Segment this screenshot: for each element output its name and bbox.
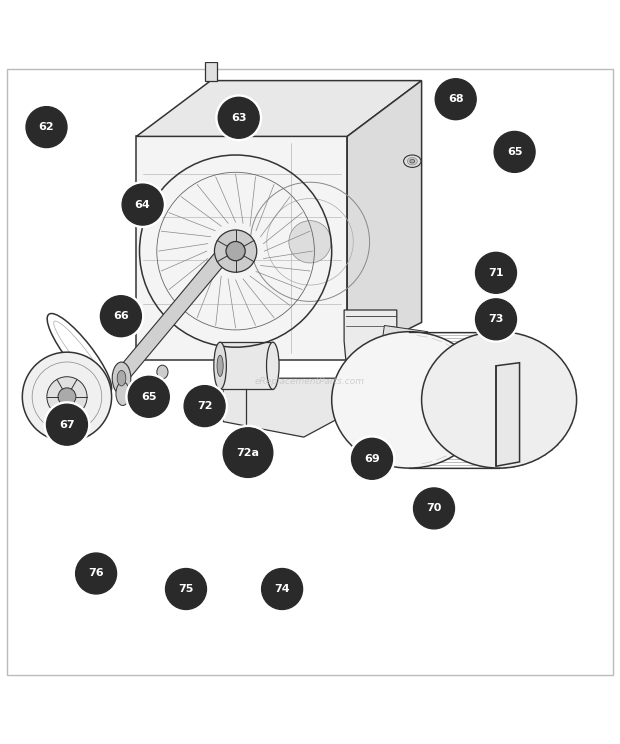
Text: 72: 72 (197, 401, 212, 411)
Text: 71: 71 (489, 268, 503, 278)
Text: 64: 64 (135, 199, 151, 210)
Circle shape (472, 295, 520, 343)
Text: eReplacementParts.com: eReplacementParts.com (255, 376, 365, 386)
Circle shape (259, 565, 306, 612)
Circle shape (162, 565, 210, 612)
Polygon shape (205, 62, 217, 80)
Circle shape (125, 373, 172, 420)
Polygon shape (381, 326, 428, 350)
Text: 69: 69 (364, 454, 380, 464)
Circle shape (220, 425, 276, 481)
Circle shape (100, 296, 141, 336)
Circle shape (215, 94, 262, 141)
Text: 75: 75 (179, 584, 193, 594)
Circle shape (432, 76, 479, 123)
Text: 67: 67 (59, 420, 75, 430)
Circle shape (435, 79, 476, 120)
Text: 62: 62 (38, 122, 55, 132)
Text: 74: 74 (274, 584, 290, 594)
Text: 65: 65 (141, 392, 156, 402)
Circle shape (414, 488, 454, 529)
Circle shape (76, 553, 117, 594)
Ellipse shape (112, 362, 131, 394)
Polygon shape (347, 80, 422, 359)
Circle shape (73, 550, 120, 597)
Circle shape (410, 485, 458, 532)
Circle shape (289, 221, 331, 263)
Polygon shape (136, 136, 347, 359)
Ellipse shape (157, 365, 168, 379)
Circle shape (43, 401, 91, 448)
Circle shape (472, 249, 520, 296)
Circle shape (47, 376, 87, 417)
Ellipse shape (404, 155, 421, 167)
Circle shape (166, 568, 206, 609)
Text: 72a: 72a (236, 448, 260, 458)
Ellipse shape (217, 355, 223, 376)
Circle shape (23, 103, 70, 150)
Circle shape (262, 568, 303, 609)
Circle shape (476, 252, 516, 293)
Circle shape (352, 438, 392, 479)
Text: 76: 76 (88, 568, 104, 579)
Circle shape (58, 388, 76, 405)
Circle shape (348, 435, 396, 482)
Circle shape (184, 385, 225, 426)
Circle shape (494, 132, 535, 173)
Text: 70: 70 (427, 504, 441, 513)
Polygon shape (115, 246, 232, 382)
Circle shape (215, 230, 257, 272)
Circle shape (128, 376, 169, 417)
Ellipse shape (214, 342, 226, 389)
Circle shape (218, 97, 259, 138)
Text: 65: 65 (507, 147, 522, 157)
Polygon shape (223, 378, 344, 437)
Circle shape (97, 292, 144, 340)
Ellipse shape (410, 159, 415, 163)
Circle shape (26, 106, 67, 147)
Ellipse shape (422, 332, 577, 468)
Circle shape (22, 352, 112, 441)
Circle shape (226, 242, 246, 260)
Circle shape (46, 404, 87, 445)
Text: 68: 68 (448, 94, 464, 104)
Text: 73: 73 (489, 314, 503, 324)
Polygon shape (344, 310, 397, 415)
Ellipse shape (117, 371, 126, 386)
Ellipse shape (267, 342, 279, 389)
Circle shape (476, 299, 516, 340)
Circle shape (119, 181, 166, 228)
Ellipse shape (332, 332, 487, 468)
Circle shape (223, 428, 273, 478)
Circle shape (122, 184, 163, 225)
Ellipse shape (116, 382, 130, 405)
Circle shape (181, 382, 228, 430)
Polygon shape (136, 80, 422, 136)
Ellipse shape (407, 158, 417, 165)
Polygon shape (496, 362, 520, 466)
Text: 63: 63 (231, 113, 247, 123)
Text: 66: 66 (113, 311, 129, 321)
Circle shape (491, 128, 538, 176)
